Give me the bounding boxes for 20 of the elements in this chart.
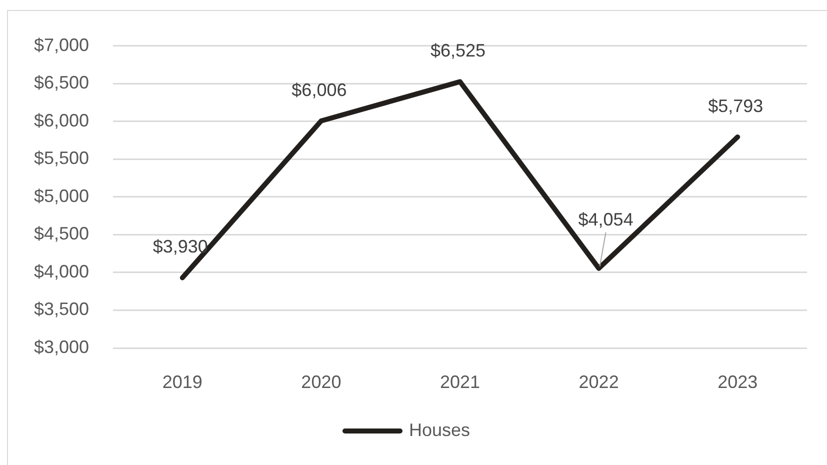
legend-label: Houses [408, 420, 470, 440]
y-tick-label: $3,500 [34, 299, 89, 320]
x-tick-label: 2022 [578, 372, 619, 392]
x-tick-label: 2020 [301, 372, 342, 392]
y-tick-label: $5,000 [34, 186, 89, 206]
x-tick-label: 2021 [440, 372, 480, 392]
y-tick-label: $4,500 [34, 224, 89, 244]
data-label: $5,793 [708, 96, 764, 116]
y-tick-label: $3,000 [34, 336, 89, 357]
y-tick-label: $4,000 [34, 261, 89, 282]
y-tick-label: $7,000 [34, 34, 89, 55]
data-label: $3,930 [152, 236, 208, 257]
data-label: $6,006 [292, 80, 347, 100]
y-tick-label: $5,500 [34, 148, 89, 168]
x-tick-label: 2019 [162, 372, 202, 392]
data-label: $6,525 [430, 40, 486, 61]
y-tick-label: $6,000 [34, 110, 89, 130]
x-tick-label: 2023 [718, 372, 758, 392]
y-tick-label: $6,500 [34, 72, 89, 93]
data-label: $4,054 [578, 209, 634, 230]
